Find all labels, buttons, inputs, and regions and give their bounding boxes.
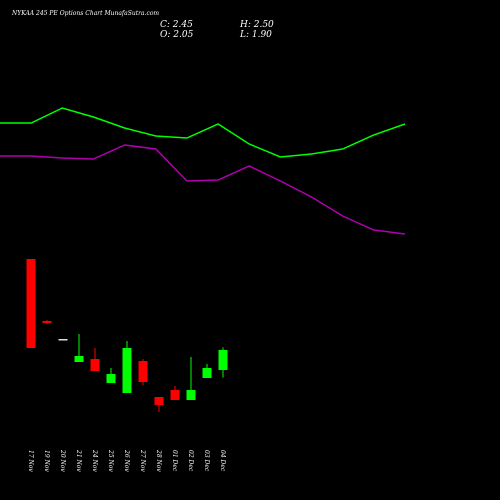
candle-body <box>218 350 228 370</box>
ohlc-open: O: 2.05 <box>160 30 194 40</box>
candle-body <box>74 356 84 362</box>
x-tick-label: 25 Nov <box>107 449 114 472</box>
candle-body <box>26 259 36 348</box>
indicator-line <box>0 144 406 235</box>
candle-body <box>170 390 180 400</box>
x-tick-label: 19 Nov <box>43 450 50 472</box>
x-tick-label: 04 Dec <box>219 450 226 472</box>
indicator-line <box>0 107 406 158</box>
candle-body <box>186 390 196 400</box>
x-tick-label: 24 Nov <box>91 449 98 472</box>
x-tick-label: 28 Nov <box>155 449 162 472</box>
candle-body <box>138 361 148 382</box>
x-tick-label: 03 Dec <box>203 450 210 472</box>
candle-body <box>42 321 52 323</box>
x-tick-label: 21 Nov <box>75 449 82 472</box>
candle-body <box>122 348 132 393</box>
x-tick-label: 02 Dec <box>187 450 194 472</box>
candle-body <box>154 397 164 405</box>
ohlc-high: H: 2.50 <box>239 20 274 30</box>
candle-body <box>202 368 212 378</box>
x-tick-label: 26 Nov <box>123 449 130 472</box>
candle-body <box>58 339 68 341</box>
ohlc-close: C: 2.45 <box>160 20 193 30</box>
x-tick-label: 27 Nov <box>139 449 146 472</box>
ohlc-low: L: 1.90 <box>239 30 272 40</box>
candle-body <box>90 359 100 371</box>
x-tick-label: 01 Dec <box>171 450 178 472</box>
candle-body <box>106 374 116 383</box>
x-tick-label: 17 Nov <box>27 450 34 472</box>
chart-title: NYKAA 245 PE Options Chart MunafaSutra.c… <box>11 10 159 17</box>
x-tick-label: 20 Nov <box>59 449 66 472</box>
